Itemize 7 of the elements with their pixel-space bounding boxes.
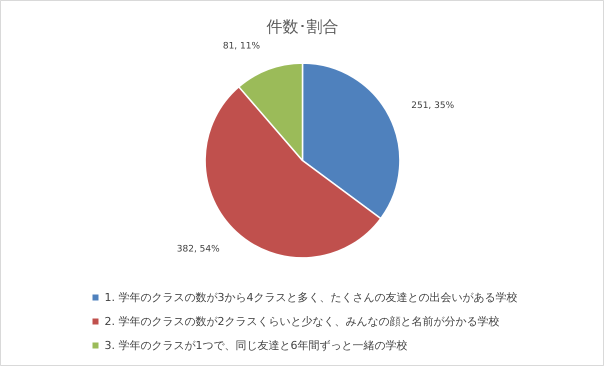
data-label: 382, 54% xyxy=(176,244,220,255)
legend-label: 2. 学年のクラスの数が2クラスくらいと少なく、みんなの顔と名前が分かる学校 xyxy=(104,315,500,328)
legend-label: 1. 学年のクラスの数が3から4クラスと多く、たくさんの友達との出会いがある学校 xyxy=(104,291,518,304)
data-label: 251, 35% xyxy=(411,100,455,111)
chart-title: 件数･割合 xyxy=(266,17,338,36)
data-label: 81, 11% xyxy=(222,41,260,52)
legend-label: 3. 学年のクラスが1つで、同じ友達と6年間ずっと一緒の学校 xyxy=(104,339,408,352)
